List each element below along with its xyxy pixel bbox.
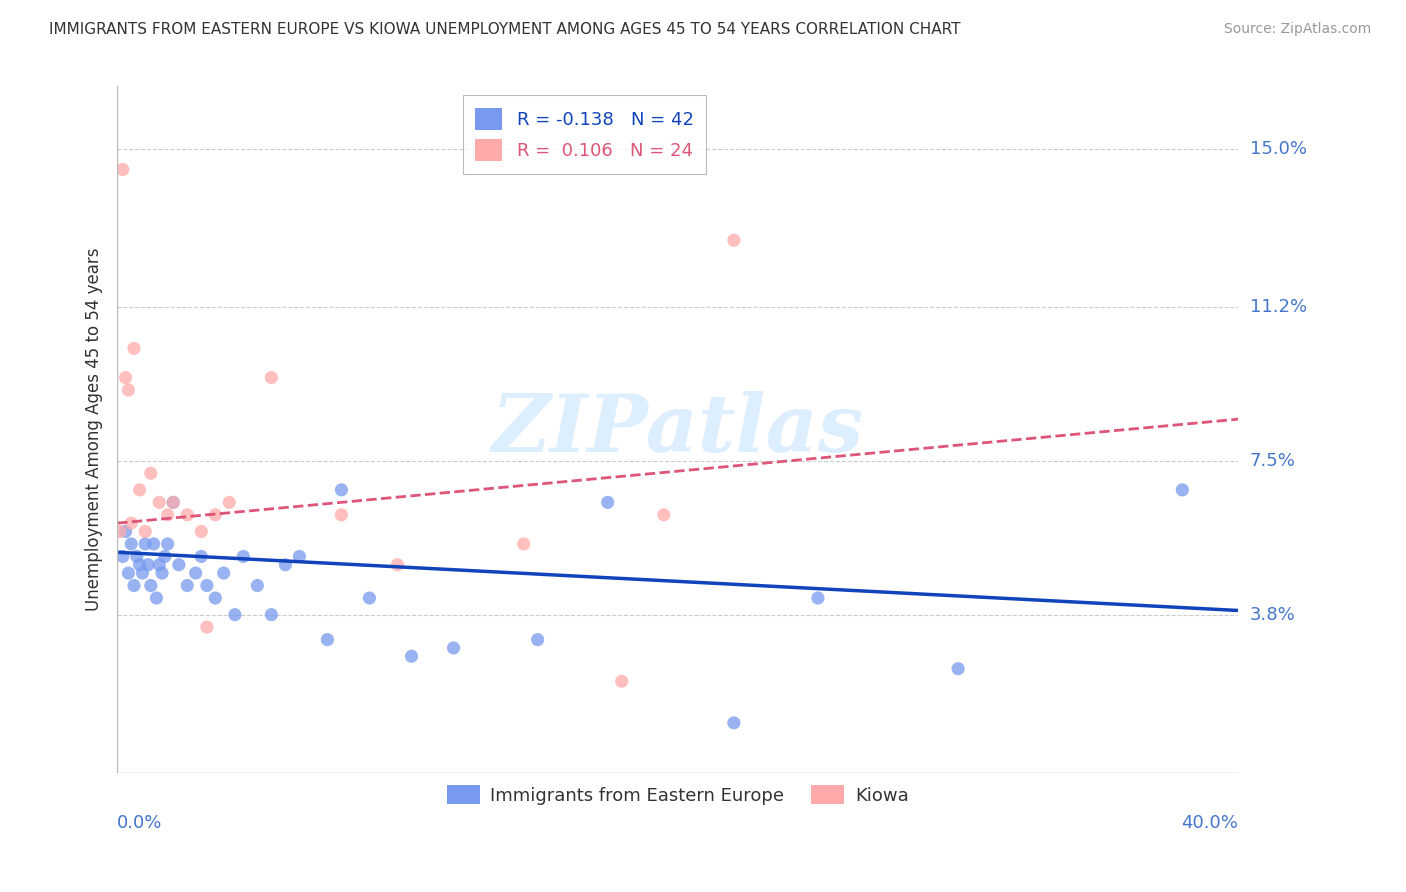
Point: [387, 558, 409, 572]
Text: 7.5%: 7.5%: [1250, 451, 1295, 470]
Point: [190, 524, 212, 539]
Point: [136, 558, 159, 572]
Point: [114, 524, 136, 539]
Point: [156, 537, 179, 551]
Point: [162, 495, 184, 509]
Point: [512, 537, 534, 551]
Point: [139, 578, 162, 592]
Point: [195, 578, 218, 592]
Point: [316, 632, 339, 647]
Point: [807, 591, 830, 605]
Point: [148, 558, 170, 572]
Point: [652, 508, 675, 522]
Point: [1171, 483, 1194, 497]
Point: [117, 383, 139, 397]
Text: 3.8%: 3.8%: [1250, 606, 1295, 624]
Legend: Immigrants from Eastern Europe, Kiowa: Immigrants from Eastern Europe, Kiowa: [440, 778, 915, 812]
Point: [120, 516, 142, 530]
Point: [260, 607, 283, 622]
Point: [176, 578, 198, 592]
Point: [120, 537, 142, 551]
Point: [330, 508, 353, 522]
Text: 0.0%: 0.0%: [117, 814, 163, 832]
Point: [723, 233, 745, 247]
Point: [111, 549, 134, 564]
Point: [134, 524, 156, 539]
Point: [401, 649, 423, 664]
Y-axis label: Unemployment Among Ages 45 to 54 years: Unemployment Among Ages 45 to 54 years: [86, 248, 103, 611]
Point: [224, 607, 246, 622]
Point: [274, 558, 297, 572]
Point: [142, 537, 165, 551]
Point: [288, 549, 311, 564]
Point: [134, 537, 156, 551]
Point: [526, 632, 548, 647]
Point: [246, 578, 269, 592]
Point: [117, 566, 139, 580]
Point: [218, 495, 240, 509]
Point: [145, 591, 167, 605]
Point: [195, 620, 218, 634]
Point: [122, 342, 145, 356]
Point: [139, 467, 162, 481]
Point: [162, 495, 184, 509]
Text: 15.0%: 15.0%: [1250, 140, 1306, 158]
Point: [330, 483, 353, 497]
Point: [610, 674, 633, 689]
Text: 40.0%: 40.0%: [1181, 814, 1239, 832]
Point: [108, 524, 131, 539]
Point: [153, 549, 176, 564]
Point: [128, 483, 150, 497]
Point: [148, 495, 170, 509]
Point: [596, 495, 619, 509]
Point: [723, 715, 745, 730]
Point: [443, 640, 465, 655]
Point: [204, 508, 226, 522]
Point: [128, 558, 150, 572]
Point: [176, 508, 198, 522]
Point: [190, 549, 212, 564]
Text: 11.2%: 11.2%: [1250, 298, 1306, 316]
Point: [114, 370, 136, 384]
Point: [111, 162, 134, 177]
Point: [359, 591, 381, 605]
Point: [946, 662, 969, 676]
Point: [232, 549, 254, 564]
Point: [184, 566, 207, 580]
Point: [125, 549, 148, 564]
Point: [131, 566, 153, 580]
Point: [260, 370, 283, 384]
Point: [204, 591, 226, 605]
Point: [150, 566, 173, 580]
Point: [156, 508, 179, 522]
Text: Source: ZipAtlas.com: Source: ZipAtlas.com: [1223, 22, 1371, 37]
Point: [122, 578, 145, 592]
Text: IMMIGRANTS FROM EASTERN EUROPE VS KIOWA UNEMPLOYMENT AMONG AGES 45 TO 54 YEARS C: IMMIGRANTS FROM EASTERN EUROPE VS KIOWA …: [49, 22, 960, 37]
Point: [212, 566, 235, 580]
Point: [167, 558, 190, 572]
Text: ZIPatlas: ZIPatlas: [492, 391, 863, 468]
